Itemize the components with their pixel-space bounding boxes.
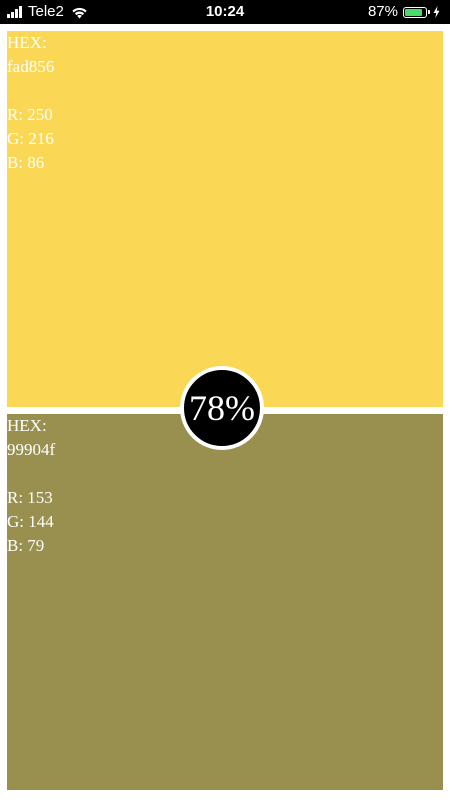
hex-label: HEX: (7, 31, 443, 55)
match-percentage-badge: 78% (180, 366, 264, 450)
signal-icon (7, 6, 23, 18)
battery-icon (403, 7, 427, 18)
status-right: 87% (368, 0, 440, 24)
green-value: G: 216 (7, 127, 443, 151)
carrier-name: Tele2 (28, 0, 64, 24)
battery-fill (405, 9, 422, 16)
charging-icon (433, 6, 440, 18)
color-panel-top[interactable]: HEX: fad856 R: 250 G: 216 B: 86 (7, 31, 443, 407)
status-bar: Tele2 10:24 87% (0, 0, 450, 24)
battery-tip (428, 10, 430, 14)
hex-value: fad856 (7, 55, 443, 79)
match-percentage-text: 78% (189, 387, 255, 429)
spacer (7, 462, 443, 486)
battery-percent: 87% (368, 0, 398, 24)
color-panel-bottom[interactable]: HEX: 99904f R: 153 G: 144 B: 79 (7, 414, 443, 790)
wifi-icon (71, 6, 88, 19)
clock-text: 10:24 (206, 3, 244, 20)
status-left: Tele2 (7, 0, 88, 24)
blue-value: B: 79 (7, 534, 443, 558)
color-info-top: HEX: fad856 R: 250 G: 216 B: 86 (7, 31, 443, 175)
blue-value: B: 86 (7, 151, 443, 175)
red-value: R: 153 (7, 486, 443, 510)
spacer (7, 79, 443, 103)
red-value: R: 250 (7, 103, 443, 127)
green-value: G: 144 (7, 510, 443, 534)
